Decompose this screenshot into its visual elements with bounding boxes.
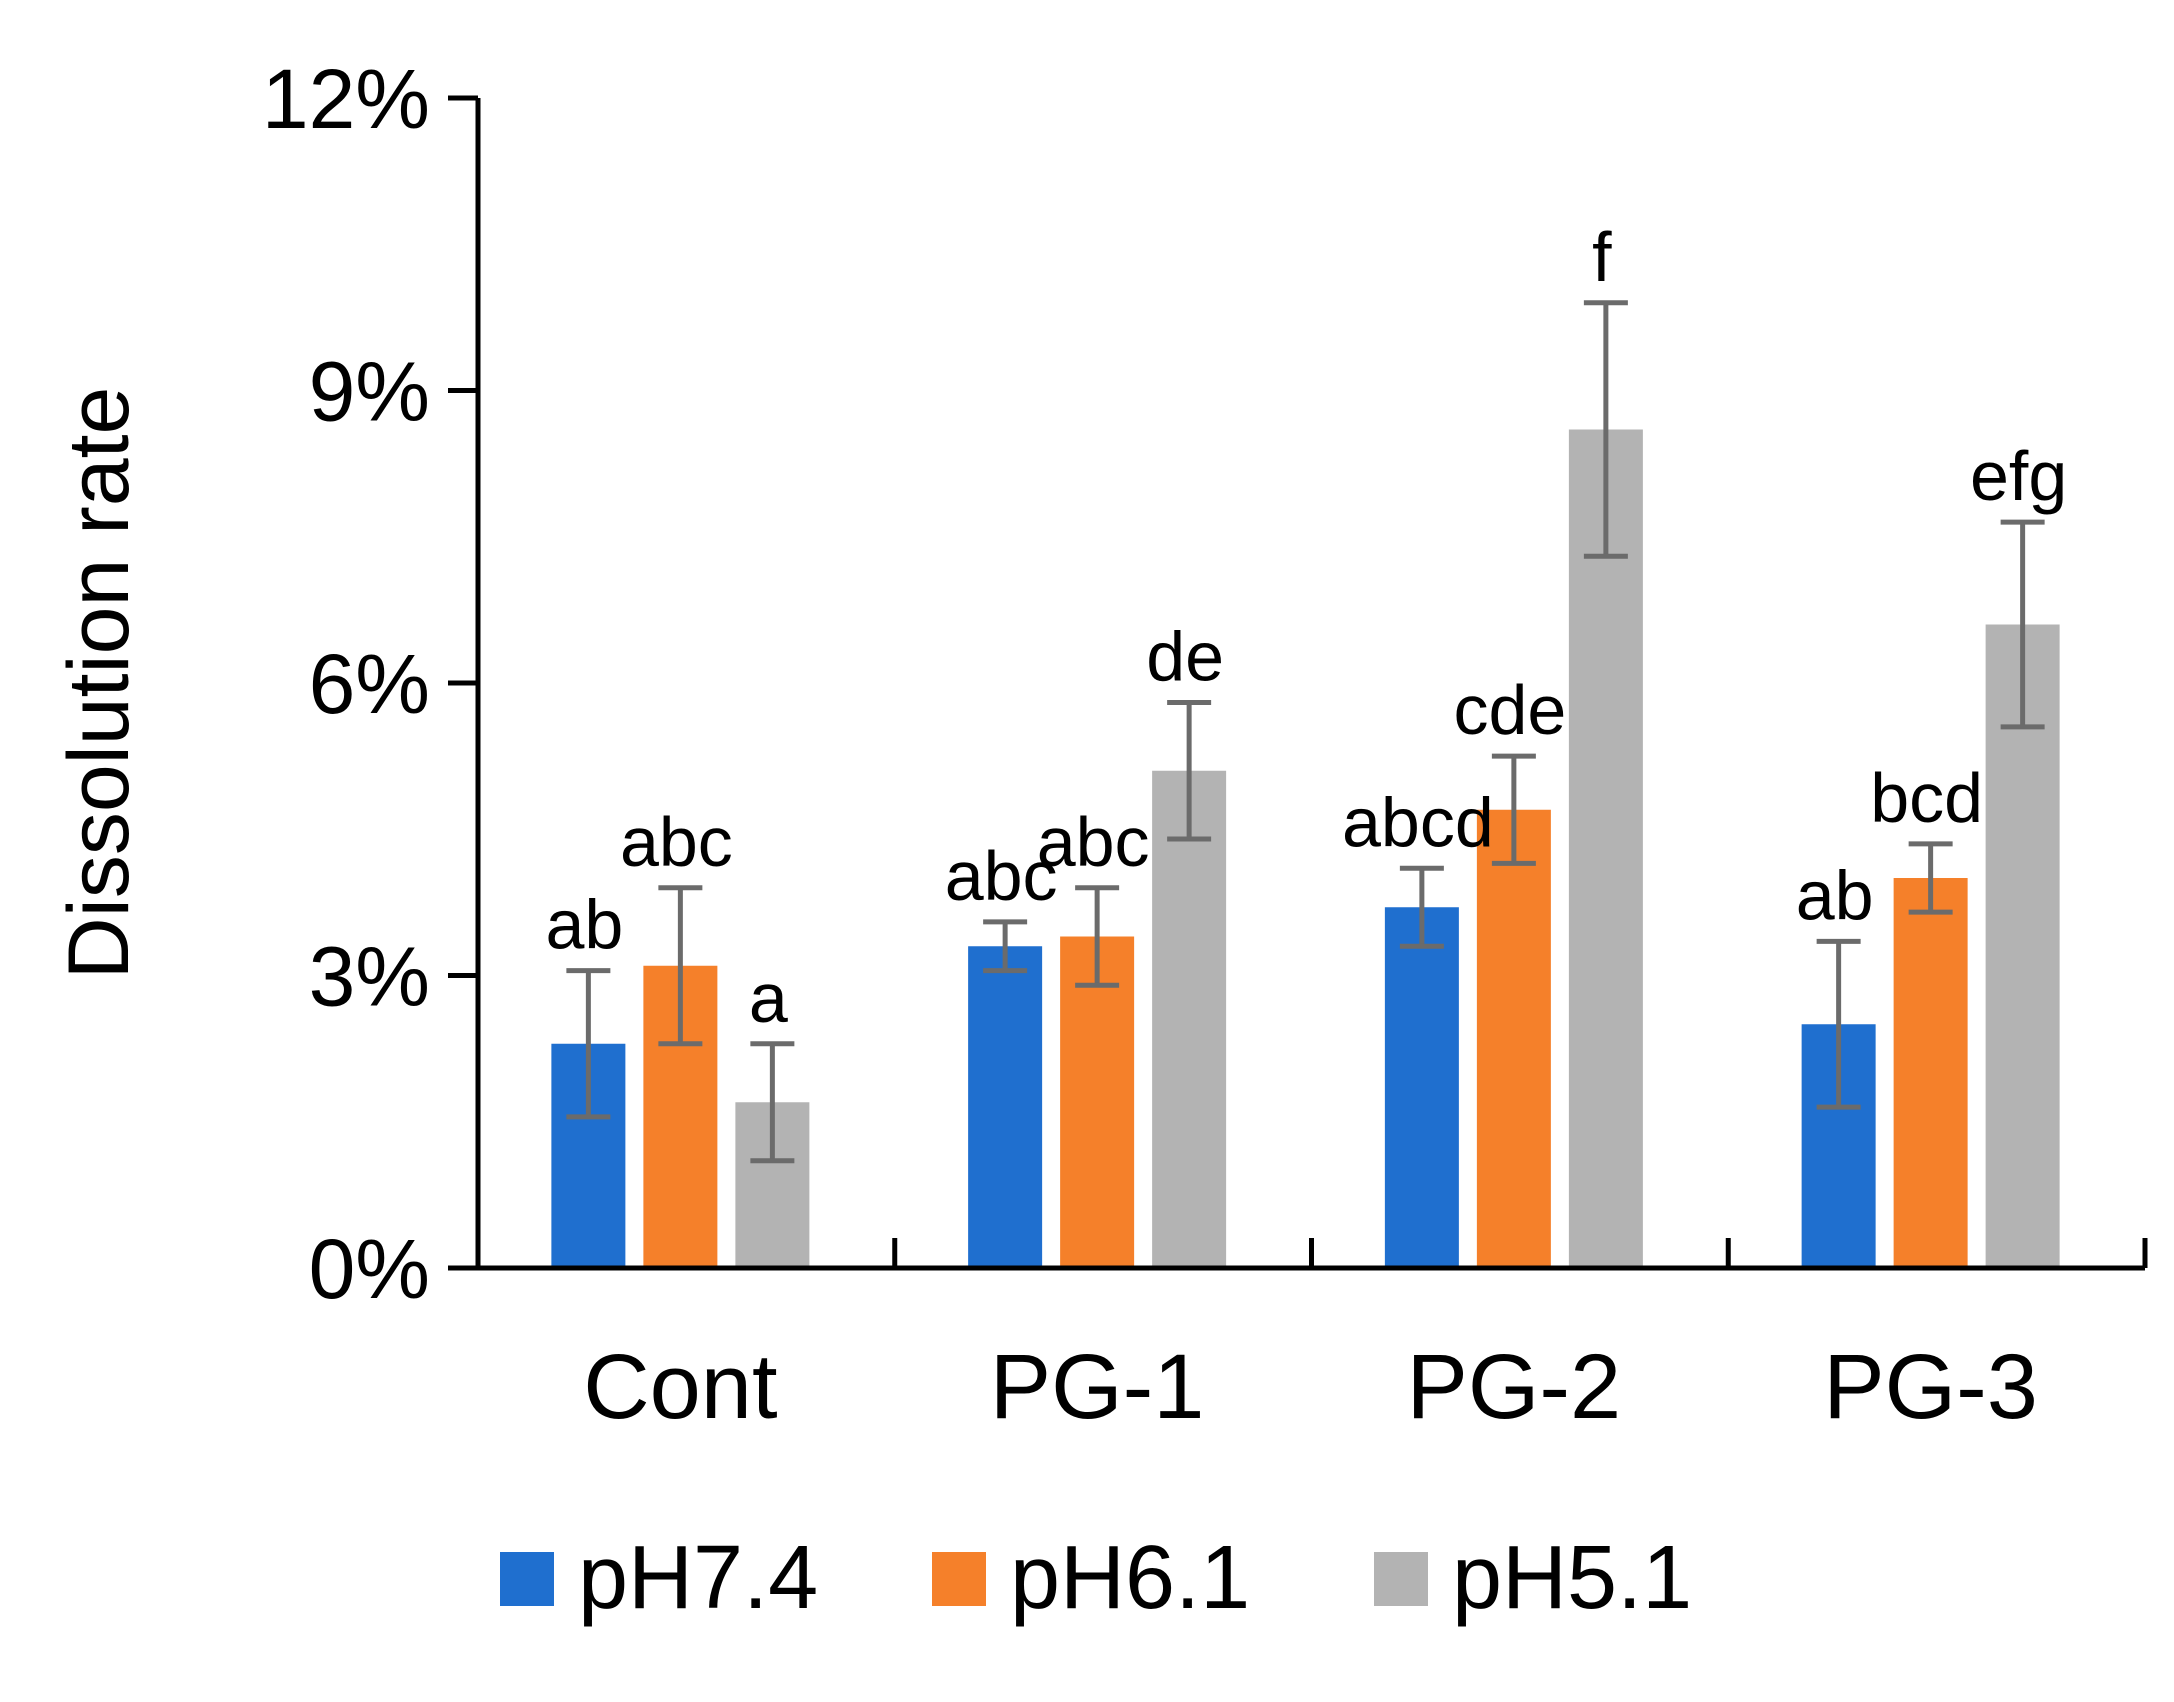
legend-swatch-pH7.4: [500, 1552, 554, 1606]
y-tick-label: 3%: [309, 930, 430, 1024]
bar-pH6.1-PG-3: [1893, 878, 1968, 1268]
y-axis-title: Dissolution rate: [51, 387, 147, 980]
significance-label: abc: [1037, 803, 1150, 881]
legend-label: pH5.1: [1452, 1528, 1692, 1628]
y-tick-label: 9%: [309, 345, 430, 439]
y-tick-label: 0%: [309, 1222, 430, 1316]
x-tick-label: PG-3: [1823, 1336, 2038, 1438]
bar-pH5.1-PG-1: [1152, 770, 1227, 1268]
bar-pH6.1-PG-1: [1060, 936, 1135, 1268]
significance-label: abc: [620, 803, 733, 881]
significance-label: ab: [1796, 856, 1874, 934]
significance-label: ab: [545, 886, 623, 964]
legend-label: pH6.1: [1010, 1528, 1250, 1628]
x-tick-label: PG-1: [990, 1336, 1205, 1438]
bar-pH7.4-PG-2: [1384, 907, 1459, 1268]
significance-label: a: [749, 959, 788, 1037]
error-bars-layer: [566, 300, 2045, 1164]
bar-pH5.1-PG-3: [1985, 624, 2060, 1268]
significance-label: efg: [1970, 437, 2067, 515]
x-tick-label: Cont: [583, 1336, 777, 1438]
significance-label: de: [1146, 618, 1224, 696]
significance-label: cde: [1453, 671, 1566, 749]
legend: pH7.4 pH6.1 pH5.1: [500, 1528, 1692, 1628]
bars-layer: [551, 429, 2060, 1268]
significance-label: f: [1592, 218, 1612, 296]
significance-label: abcd: [1342, 783, 1494, 861]
bar-pH5.1-PG-2: [1568, 429, 1643, 1268]
legend-swatch-pH5.1: [1374, 1552, 1428, 1606]
y-tick-label: 12%: [262, 52, 430, 146]
axes-layer: Cont PG-1 PG-2 PG-3 0% 3% 6% 9% 12% Dissolution r…: [51, 52, 2148, 1438]
y-tick-label: 6%: [309, 637, 430, 731]
bar-pH7.4-PG-1: [968, 946, 1043, 1268]
significance-label: abc: [945, 837, 1058, 915]
legend-label: pH7.4: [578, 1528, 818, 1628]
legend-swatch-pH6.1: [932, 1552, 986, 1606]
significance-label: bcd: [1870, 759, 1983, 837]
bar-pH6.1-PG-2: [1476, 809, 1551, 1268]
x-tick-label: PG-2: [1407, 1336, 1622, 1438]
